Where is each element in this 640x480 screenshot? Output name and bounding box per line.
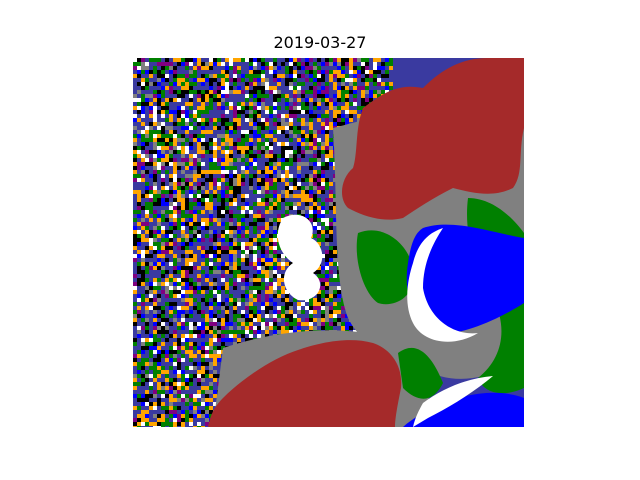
vegetation-coast (398, 347, 443, 399)
white-coast-band (407, 228, 478, 342)
land-cover-raster (133, 58, 524, 427)
white-shore-south (413, 376, 493, 427)
urban-area-northeast (341, 58, 524, 220)
vegetation-east (356, 230, 414, 305)
water-body-south (403, 392, 524, 427)
white-cloud-center (277, 214, 323, 301)
water-body-north (406, 224, 524, 334)
urban-area-south (208, 340, 402, 427)
classification-map (133, 58, 524, 427)
figure-title: 2019-03-27 (273, 33, 367, 52)
